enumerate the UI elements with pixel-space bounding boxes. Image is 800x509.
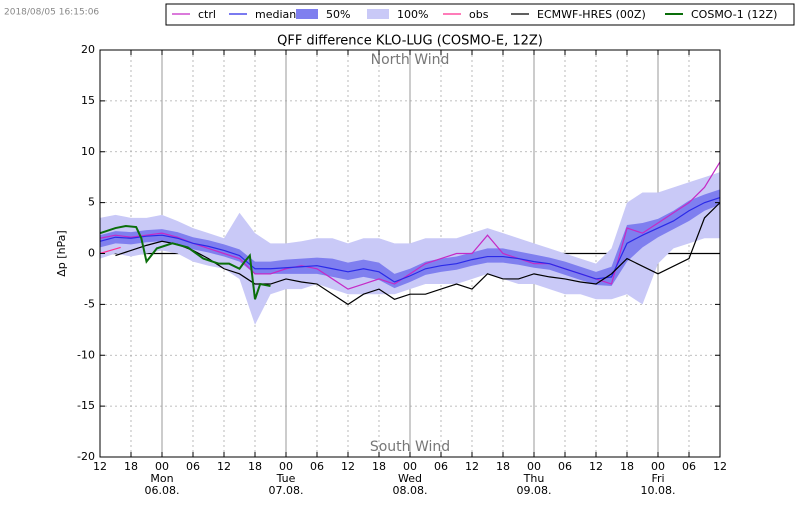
date-label: 10.08. <box>641 484 676 497</box>
x-tick-label: 00 <box>155 460 169 473</box>
x-tick-label: 06 <box>434 460 448 473</box>
day-label: Fri <box>651 472 664 485</box>
legend-label: obs <box>469 8 489 21</box>
x-tick-label: 18 <box>124 460 138 473</box>
line <box>99 246 121 255</box>
y-axis-label: Δp [hPa] <box>55 230 68 276</box>
legend-label: ECMWF-HRES (00Z) <box>537 8 646 21</box>
date-label: 09.08. <box>517 484 552 497</box>
legend: ctrl median 50% 100% obs ECMWF-HRES (00Z) COSM… <box>165 3 795 26</box>
y-tick-label: 5 <box>88 196 95 209</box>
x-tick-label: 18 <box>496 460 510 473</box>
band <box>100 172 720 325</box>
date-label: 08.08. <box>393 484 428 497</box>
x-tick-label: 12 <box>713 460 727 473</box>
x-tick-label: 18 <box>372 460 386 473</box>
legend-label: 100% <box>397 8 428 21</box>
line <box>99 196 721 283</box>
chart-title: QFF difference KLO-LUG (COSMO-E, 12Z) <box>277 34 543 49</box>
y-tick-label: -5 <box>84 297 95 310</box>
day-label: Thu <box>523 472 545 485</box>
y-tick-label: -15 <box>77 399 95 412</box>
timestamp: 2018/08/05 16:15:06 <box>4 8 99 18</box>
line <box>99 225 271 300</box>
x-tick-label: 12 <box>589 460 603 473</box>
y-tick-label: 15 <box>81 94 95 107</box>
x-tick-label: 00 <box>279 460 293 473</box>
day-label: Tue <box>276 472 296 485</box>
x-tick-label: 06 <box>558 460 572 473</box>
x-tick-label: 06 <box>682 460 696 473</box>
y-tick-label: -20 <box>77 450 95 463</box>
annotation: South Wind <box>370 439 450 455</box>
legend-box <box>165 3 795 26</box>
date-label: 06.08. <box>145 484 180 497</box>
y-tick-label: 20 <box>81 43 95 56</box>
date-label: 07.08. <box>269 484 304 497</box>
x-tick-label: 12 <box>465 460 479 473</box>
day-label: Mon <box>150 472 173 485</box>
x-tick-label: 18 <box>620 460 634 473</box>
x-tick-label: 00 <box>651 460 665 473</box>
y-tick-label: 0 <box>88 247 95 260</box>
legend-label: COSMO-1 (12Z) <box>691 8 777 21</box>
plot-area <box>99 49 721 458</box>
annotation: North Wind <box>371 52 450 68</box>
x-tick-label: 06 <box>310 460 324 473</box>
band <box>100 189 720 289</box>
legend-swatch <box>367 9 389 19</box>
x-tick-label: 12 <box>217 460 231 473</box>
y-tick-label: -10 <box>77 348 95 361</box>
legend-label: 50% <box>326 8 350 21</box>
x-tick-label: 12 <box>341 460 355 473</box>
day-label: Wed <box>398 472 422 485</box>
legend-label: ctrl <box>198 8 216 21</box>
x-tick-label: 06 <box>186 460 200 473</box>
x-tick-label: 00 <box>403 460 417 473</box>
legend-label: median <box>255 8 296 21</box>
x-tick-label: 18 <box>248 460 262 473</box>
x-tick-label: 12 <box>93 460 107 473</box>
x-tick-label: 00 <box>527 460 541 473</box>
y-tick-label: 10 <box>81 145 95 158</box>
legend-swatch <box>296 9 318 19</box>
